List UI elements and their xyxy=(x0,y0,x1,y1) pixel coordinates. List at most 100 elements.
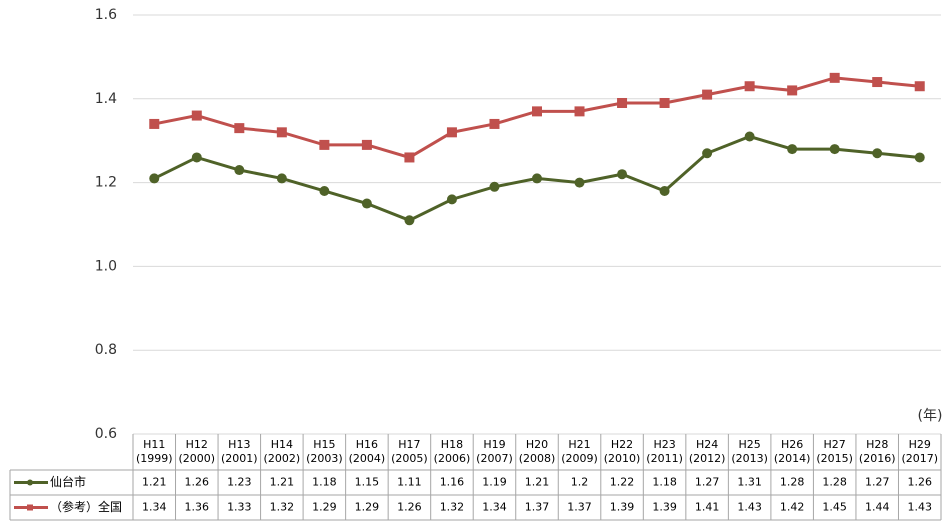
marker xyxy=(787,85,798,96)
table-value: 1.26 xyxy=(185,476,210,489)
marker xyxy=(829,144,840,155)
y-tick-label: 1.6 xyxy=(95,7,117,23)
table-value: 1.39 xyxy=(610,501,635,514)
table-value: 1.37 xyxy=(567,501,592,514)
marker xyxy=(149,118,160,129)
x-tick-label: H13 (2001) xyxy=(221,438,258,465)
marker xyxy=(659,185,670,196)
line xyxy=(153,76,920,160)
table-value: 1.23 xyxy=(227,476,252,489)
marker xyxy=(744,131,755,142)
y-tick-label: 0.8 xyxy=(95,342,117,358)
marker xyxy=(914,81,925,92)
x-tick-label: H20 (2008) xyxy=(519,438,556,465)
marker xyxy=(829,72,840,83)
y-tick-label: 1.2 xyxy=(95,175,117,191)
marker xyxy=(787,144,798,155)
x-tick-label: H15 (2003) xyxy=(306,438,343,465)
x-tick-label: H25 (2013) xyxy=(731,438,768,465)
marker xyxy=(489,181,500,192)
y-tick-label: 1.0 xyxy=(95,258,117,274)
marker xyxy=(702,89,713,100)
table-value: 1.28 xyxy=(822,476,847,489)
table-value: 1.29 xyxy=(355,501,380,514)
x-tick-label: H23 (2011) xyxy=(646,438,683,465)
table-value: 1.41 xyxy=(695,501,720,514)
table-value: 1.43 xyxy=(907,501,932,514)
table-value: 1.2 xyxy=(571,476,589,489)
x-tick-label: H12 (2000) xyxy=(179,438,216,465)
marker xyxy=(234,165,245,176)
marker xyxy=(234,123,245,134)
table-value: 1.21 xyxy=(142,476,167,489)
table-value: 1.43 xyxy=(737,501,762,514)
marker xyxy=(532,173,542,184)
x-tick-label: H27 (2015) xyxy=(816,438,853,465)
x-tick-label: H19 (2007) xyxy=(476,438,513,465)
x-tick-label: H22 (2010) xyxy=(604,438,641,465)
table-value: 1.39 xyxy=(652,501,677,514)
table-value: 1.22 xyxy=(610,476,635,489)
marker xyxy=(446,127,457,138)
table-value: 1.18 xyxy=(652,476,677,489)
x-tick-label: H21 (2009) xyxy=(561,438,598,465)
legend-marker xyxy=(27,479,33,486)
x-tick-label: H16 (2004) xyxy=(349,438,386,465)
marker xyxy=(149,173,160,184)
marker xyxy=(659,97,670,108)
marker xyxy=(702,148,713,159)
table-value: 1.34 xyxy=(142,501,167,514)
table-value: 1.11 xyxy=(397,476,422,489)
x-tick-label: H24 (2012) xyxy=(689,438,726,465)
table-value: 1.27 xyxy=(865,476,890,489)
marker xyxy=(574,177,585,188)
marker xyxy=(489,118,500,129)
x-tick-label: H17 (2005) xyxy=(391,438,428,465)
marker xyxy=(914,152,925,163)
table-value: 1.42 xyxy=(780,501,805,514)
x-axis-label: (年) xyxy=(918,408,942,424)
table-value: 1.37 xyxy=(525,501,550,514)
marker xyxy=(872,77,883,88)
legend-marker xyxy=(27,504,33,511)
table-value: 1.31 xyxy=(737,476,762,489)
x-tick-label: H29 (2017) xyxy=(901,438,938,465)
marker xyxy=(276,127,287,138)
table-value: 1.33 xyxy=(227,501,252,514)
table-value: 1.19 xyxy=(482,476,507,489)
marker xyxy=(574,106,585,117)
marker xyxy=(191,152,202,163)
x-tick-label: H18 (2006) xyxy=(434,438,471,465)
table-value: 1.32 xyxy=(270,501,295,514)
marker xyxy=(872,148,883,159)
marker xyxy=(446,194,457,205)
marker xyxy=(319,139,330,150)
x-tick-label: H11 (1999) xyxy=(136,438,173,465)
marker xyxy=(276,173,287,184)
y-tick-label: 1.4 xyxy=(95,91,117,107)
table-value: 1.44 xyxy=(865,501,890,514)
marker xyxy=(319,185,330,196)
marker xyxy=(361,139,372,150)
table-value: 1.18 xyxy=(312,476,337,489)
marker xyxy=(532,106,542,117)
marker xyxy=(744,81,755,92)
marker xyxy=(404,152,415,163)
x-tick-label: H28 (2016) xyxy=(859,438,896,465)
x-tick-label: H14 (2002) xyxy=(264,438,301,465)
table-value: 1.21 xyxy=(270,476,295,489)
table-value: 1.15 xyxy=(355,476,380,489)
table-value: 1.36 xyxy=(185,501,210,514)
table-value: 1.34 xyxy=(482,501,507,514)
marker xyxy=(361,198,372,209)
marker xyxy=(191,110,202,121)
table-value: 1.29 xyxy=(312,501,337,514)
marker xyxy=(404,215,415,226)
table-value: 1.26 xyxy=(907,476,932,489)
table-value: 1.45 xyxy=(822,501,847,514)
marker xyxy=(617,169,628,180)
legend-label: （参考）全国 xyxy=(50,499,122,514)
table-value: 1.21 xyxy=(525,476,550,489)
marker xyxy=(617,97,628,108)
